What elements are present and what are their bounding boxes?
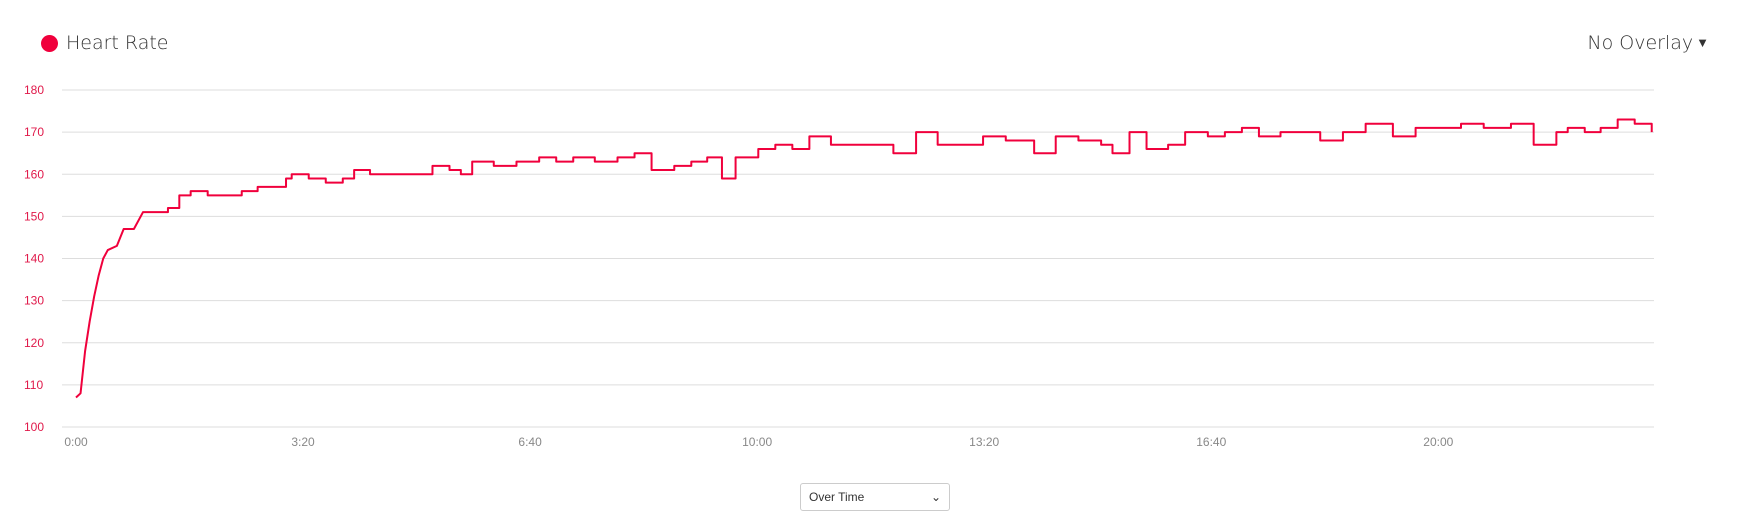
x-tick-label: 16:40 [1196, 435, 1226, 449]
x-tick-label: 3:20 [291, 435, 315, 449]
view-mode-value: Over Time [809, 490, 865, 504]
heart-rate-chart: 100 110 120 130 140 150 160 170 180 0:00 3:20 6:40 1… [24, 83, 1654, 449]
y-tick-label: 110 [24, 378, 43, 392]
overlay-dropdown[interactable]: No Overlay ▼ [1587, 32, 1709, 54]
x-tick-label: 13:20 [969, 435, 999, 449]
caret-down-icon: ▼ [1696, 36, 1709, 51]
legend-label: Heart Rate [66, 32, 169, 54]
y-tick-label: 170 [24, 125, 44, 139]
y-tick-label: 130 [24, 294, 44, 308]
x-tick-label: 10:00 [742, 435, 772, 449]
y-tick-label: 150 [24, 209, 44, 223]
legend-item-heart-rate[interactable]: Heart Rate [41, 32, 169, 54]
chevron-down-icon: ⌄ [930, 490, 941, 504]
y-tick-label: 120 [24, 336, 44, 350]
heart-rate-legend-dot-icon [41, 34, 58, 52]
y-tick-label: 180 [24, 83, 44, 97]
x-tick-label: 0:00 [64, 435, 88, 449]
y-tick-label: 160 [24, 167, 44, 181]
view-mode-select[interactable]: Over Time ⌄ [800, 483, 950, 511]
x-tick-label: 6:40 [518, 435, 542, 449]
y-tick-label: 140 [24, 252, 44, 266]
heart-rate-series-line [75, 118, 1653, 399]
x-tick-label: 20:00 [1423, 435, 1453, 449]
overlay-label: No Overlay [1587, 32, 1694, 54]
y-tick-label: 100 [24, 420, 44, 434]
